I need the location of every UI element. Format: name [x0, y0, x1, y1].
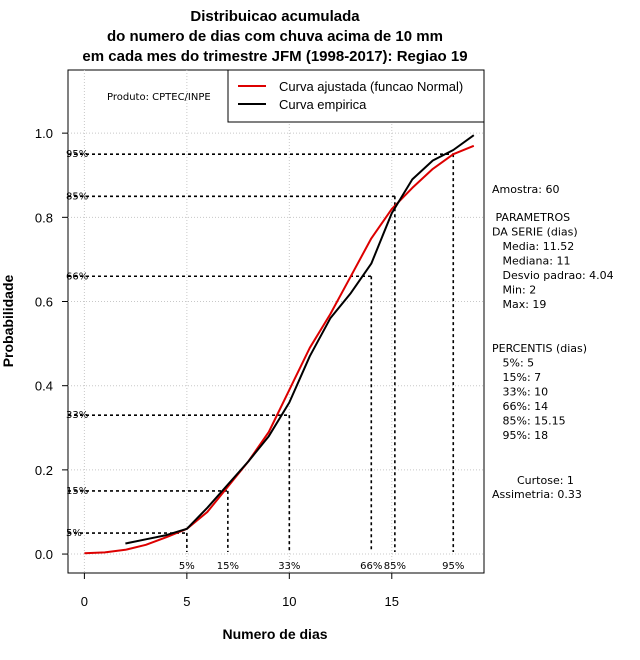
- legend-label-empirical: Curva empirica: [279, 97, 367, 112]
- percentiles-block: PERCENTIS (dias) 5%: 5 15%: 7 33%: 10 66…: [492, 342, 587, 442]
- percentile-guides: 5%5%15%15%33%33%66%66%85%85%95%95%: [66, 149, 464, 572]
- parameters-block: PARAMETROS DA SERIE (dias) Media: 11.52 M…: [492, 211, 614, 311]
- product-label: Produto: CPTEC/INPE: [107, 92, 211, 103]
- legend-box: [227, 69, 485, 123]
- percentile-x-label-5: 95%: [442, 561, 464, 572]
- percentiles-line-1: 5%: 5: [492, 357, 534, 370]
- percentiles-line-6: 95%: 18: [492, 429, 548, 442]
- percentile-x-label-1: 15%: [217, 561, 239, 572]
- axes: 0 5 10 15 0.0 0.2 0.4 0.6 0.8 1.0: [35, 126, 399, 609]
- percentile-y-label-3: 66%: [66, 271, 88, 282]
- percentiles-line-2: 15%: 7: [492, 371, 541, 384]
- series-line-1: [125, 134, 475, 545]
- chart-title-line-2: do numero de dias com chuva acima de 10 …: [107, 28, 443, 45]
- y-tick-label-0: 0.0: [35, 547, 53, 562]
- x-tick-label-0: 0: [81, 594, 88, 609]
- percentile-x-label-0: 5%: [179, 561, 195, 572]
- percentile-x-label-4: 85%: [384, 561, 406, 572]
- y-tick-label-3: 0.6: [35, 295, 53, 310]
- percentiles-line-0: PERCENTIS (dias): [492, 342, 587, 355]
- parameters-line-1: DA SERIE (dias): [492, 226, 578, 239]
- percentile-y-label-5: 95%: [66, 149, 88, 160]
- chart-title-line-1: Distribuicao acumulada: [190, 8, 360, 25]
- parameters-line-6: Max: 19: [492, 298, 546, 311]
- percentile-x-label-3: 66%: [360, 561, 382, 572]
- parameters-line-5: Min: 2: [492, 284, 536, 297]
- sample-size: Amostra: 60: [492, 183, 559, 196]
- legend-label-fitted: Curva ajustada (funcao Normal): [279, 79, 463, 94]
- legend: Curva ajustada (funcao Normal) Curva emp…: [227, 69, 485, 123]
- x-tick-label-1: 5: [183, 594, 190, 609]
- plot-frame: [67, 69, 485, 574]
- kurtosis: Curtose: 1: [517, 474, 574, 487]
- percentiles-line-3: 33%: 10: [492, 386, 548, 399]
- side-panel: Amostra: 60 PARAMETROS DA SERIE (dias) Me…: [492, 183, 614, 501]
- percentile-y-label-1: 15%: [66, 486, 88, 497]
- x-tick-label-3: 15: [385, 594, 399, 609]
- parameters-line-0: PARAMETROS: [492, 211, 570, 224]
- y-tick-label-1: 0.2: [35, 463, 53, 478]
- y-tick-label-2: 0.4: [35, 379, 53, 394]
- y-tick-label-5: 1.0: [35, 126, 53, 141]
- x-axis-title: Numero de dias: [222, 626, 327, 642]
- percentiles-line-5: 85%: 15.15: [492, 415, 566, 428]
- percentile-y-label-4: 85%: [66, 191, 88, 202]
- x-tick-label-2: 10: [282, 594, 296, 609]
- parameters-line-3: Mediana: 11: [492, 255, 570, 268]
- parameters-line-4: Desvio padrao: 4.04: [492, 269, 614, 282]
- chart-title-line-3: em cada mes do trimestre JFM (1998-2017)…: [82, 48, 467, 65]
- percentile-y-label-2: 33%: [66, 410, 88, 421]
- percentile-x-label-2: 33%: [278, 561, 300, 572]
- series-line-0: [84, 144, 475, 555]
- skewness: Assimetria: 0.33: [492, 488, 582, 501]
- parameters-line-2: Media: 11.52: [492, 240, 574, 253]
- y-axis-title: Probabilidade: [0, 275, 16, 368]
- percentiles-line-4: 66%: 14: [492, 400, 548, 413]
- gridlines: [68, 70, 484, 573]
- y-tick-label-4: 0.8: [35, 210, 53, 225]
- series-lines: [84, 134, 475, 555]
- percentile-y-label-0: 5%: [66, 528, 82, 539]
